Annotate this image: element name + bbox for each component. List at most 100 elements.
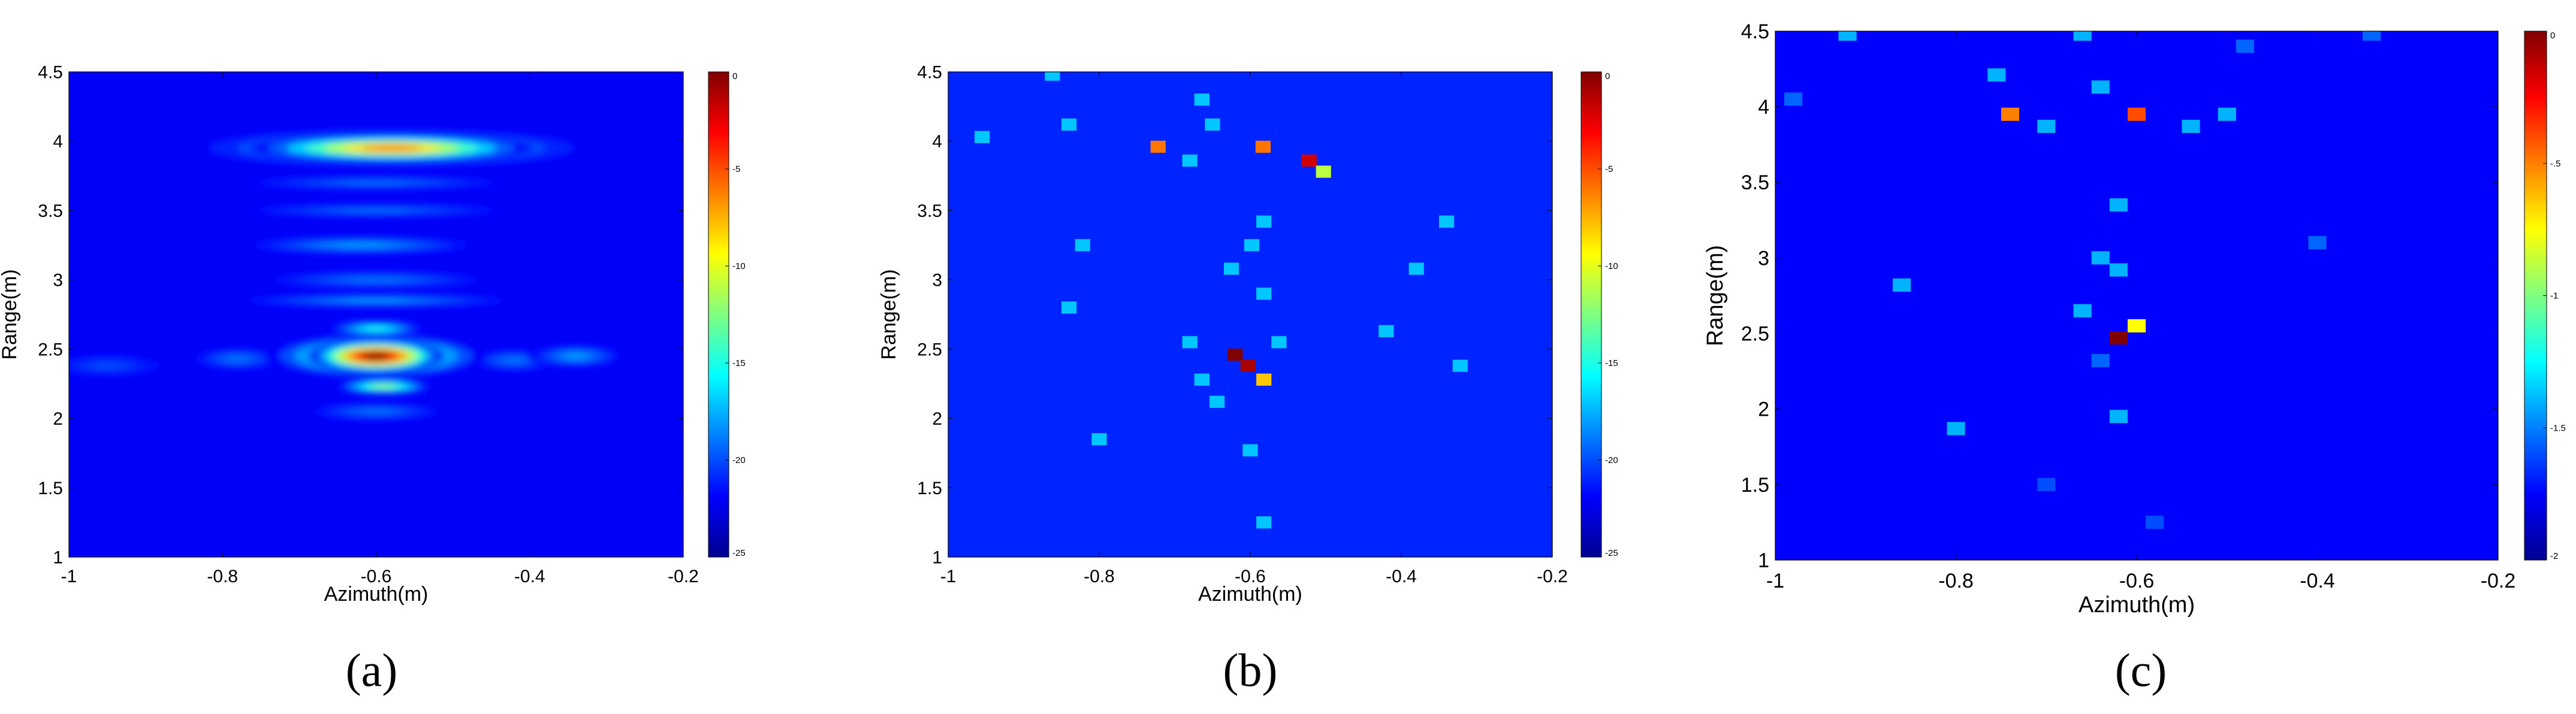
y-tick-label: 1: [932, 548, 942, 568]
panel-c: -1 -0.8 -0.6 -0.4 -0.2 1 1.5 2 2.5 3 3.5 4 4.5 Azimut…: [1703, 20, 2566, 618]
scatter-cell-6: [1784, 92, 1803, 106]
intensity-lobe-6-6: [343, 181, 409, 185]
scatter-cell-24: [1194, 373, 1209, 386]
scatter-cell-8: [2127, 107, 2146, 121]
scatter-cell-10: [1256, 215, 1272, 228]
colorbar-tick-label: -15: [1605, 358, 1618, 368]
x-tick-label: -0.6: [1235, 567, 1266, 586]
y-tick-label: 1: [1758, 549, 1769, 572]
colorbar-tick-label: -25: [1605, 548, 1618, 558]
scatter-cell-0: [1045, 72, 1060, 81]
scatter-cell-21: [1227, 348, 1243, 361]
x-tick-label: -0.2: [1537, 567, 1568, 586]
intensity-layer: [69, 128, 625, 420]
y-tick-label: 1.5: [1741, 474, 1769, 497]
y-tick-label: 3: [932, 271, 942, 291]
scatter-cell-17: [1061, 301, 1077, 314]
scatter-cell-2: [1061, 118, 1077, 131]
colorbar-tick-label: -5: [1605, 164, 1613, 174]
scatter-cell-17: [2073, 304, 2092, 317]
y-axis-label: Range(m): [1703, 245, 1728, 346]
scatter-cell-15: [1408, 262, 1424, 275]
y-axis-label: Range(m): [877, 269, 900, 359]
x-tick-label: -0.8: [1938, 570, 1974, 592]
y-tick-label: 2.5: [1741, 322, 1769, 345]
scatter-cell-13: [1244, 239, 1260, 252]
intensity-lobe-15-6: [361, 352, 391, 360]
intensity-lobe-9-6: [565, 353, 587, 359]
y-tick-label: 4: [932, 132, 942, 152]
y-tick-label: 1.5: [917, 479, 942, 498]
plot-area: [69, 128, 625, 420]
x-axis-label: Azimuth(m): [2079, 592, 2195, 618]
colorbar-tick-label: -15: [732, 358, 746, 368]
x-tick-label: -1: [940, 567, 957, 586]
plot-area: [1784, 31, 2381, 529]
x-tick-label: -0.6: [361, 567, 392, 586]
colorbar-tick-label: -5: [732, 164, 740, 174]
x-tick-label: -0.8: [207, 567, 238, 586]
colorbar-tick-label: -20: [732, 455, 746, 465]
y-tick-label: 4.5: [38, 63, 63, 83]
y-tick-label: 2: [53, 409, 63, 429]
intensity-lobe-4-6: [360, 409, 393, 414]
scatter-cell-11: [1439, 215, 1455, 228]
colorbar-tick-label: -1.5: [2550, 423, 2566, 433]
scatter-cell-4: [975, 131, 990, 143]
colorbar: [1580, 71, 1602, 558]
scatter-cell-27: [1091, 433, 1107, 446]
scatter-cell-18: [2127, 319, 2146, 332]
y-tick-label: 2: [932, 409, 942, 429]
x-tick-label: -0.8: [1084, 567, 1115, 586]
y-tick-label: 2: [1758, 398, 1769, 421]
scatter-cell-29: [1256, 516, 1272, 529]
scatter-cell-25: [1256, 373, 1272, 386]
scatter-cell-26: [1209, 395, 1225, 408]
intensity-lobe-0-6: [93, 363, 121, 368]
x-tick-label: -0.2: [668, 567, 699, 586]
scatter-cell-21: [2109, 410, 2128, 423]
intensity-lobe-11-6: [365, 326, 387, 331]
scatter-cell-23: [2037, 477, 2056, 491]
intensity-lobe-5-6: [343, 208, 409, 213]
colorbar-tick-label: -25: [732, 548, 746, 558]
scatter-cell-22: [1240, 359, 1256, 372]
scatter-cell-0: [1838, 31, 1857, 41]
scatter-cell-20: [2091, 353, 2110, 368]
x-tick-label: -0.4: [1386, 567, 1417, 586]
y-tick-label: 2.5: [917, 340, 942, 359]
caption-b: (b): [1223, 644, 1278, 696]
y-tick-label: 4: [1758, 96, 1769, 119]
panel-a: -1 -0.8 -0.6 -0.4 -0.2 1 1.5 2 2.5 3 3.5 4 4.5 Azimut…: [0, 63, 746, 606]
colorbar-tick-label: -20: [1605, 455, 1618, 465]
scatter-cell-4: [1987, 68, 2006, 82]
panel-b: -1 -0.8 -0.6 -0.4 -0.2 1 1.5 2 2.5 3 3.5 4 4.5 Azimut…: [877, 63, 1618, 606]
colorbar-tick-label: 0: [732, 71, 737, 81]
scatter-cell-5: [1150, 140, 1166, 153]
y-tick-label: 2.5: [38, 340, 63, 359]
scatter-cell-1: [2073, 31, 2092, 41]
scatter-cell-24: [2146, 515, 2164, 529]
scatter-cell-16: [1256, 288, 1272, 300]
x-tick-label: -0.4: [2300, 570, 2335, 592]
caption-a: (a): [346, 644, 398, 696]
scatter-cell-28: [1242, 444, 1258, 456]
colorbar-tick-label: -10: [1605, 261, 1618, 271]
colorbar-tick-label: 0: [2550, 31, 2555, 41]
plot-area: [975, 72, 1468, 529]
y-tick-label: 3.5: [38, 201, 63, 221]
scatter-cell-9: [1316, 165, 1331, 178]
scatter-cell-18: [1379, 325, 1394, 337]
intensity-lobe-8-6: [343, 298, 409, 302]
scatter-cell-19: [1182, 336, 1197, 349]
scatter-cell-11: [2182, 119, 2200, 133]
y-tick-label: 1.5: [38, 479, 63, 498]
x-axis-label: Azimuth(m): [324, 583, 429, 606]
x-tick-label: -0.4: [514, 567, 545, 586]
scatter-cell-1: [1194, 93, 1209, 106]
scatter-cell-3: [1205, 118, 1220, 131]
scatter-cell-20: [1271, 336, 1287, 349]
y-tick-label: 3.5: [917, 201, 942, 221]
colorbar: [2524, 31, 2547, 561]
